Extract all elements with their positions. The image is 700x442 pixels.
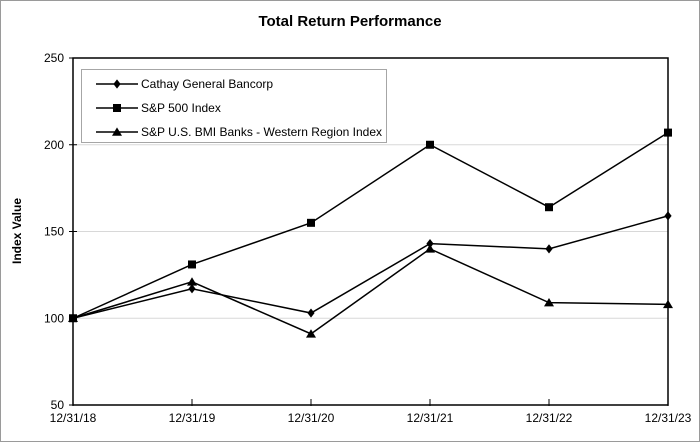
y-tick-label: 200 <box>44 138 64 152</box>
legend-item-cathay-general-bancorp: Cathay General Bancorp <box>96 72 386 96</box>
y-tick-label: 50 <box>51 398 65 412</box>
x-tick-label: 12/31/18 <box>50 411 97 425</box>
series-s-p-500-index <box>69 128 672 323</box>
diamond-marker <box>113 79 121 89</box>
series-cathay-general-bancorp <box>69 211 672 323</box>
series-line-s-p-u-s-bmi-banks-western-region-index <box>72 247 669 335</box>
x-tick-label: 12/31/22 <box>526 411 573 425</box>
triangle-marker <box>306 329 316 338</box>
triangle-marker <box>663 299 673 309</box>
triangle-marker <box>112 127 122 136</box>
legend-label: Cathay General Bancorp <box>141 77 274 91</box>
square-marker <box>188 260 196 269</box>
diamond-marker-icon <box>96 79 138 89</box>
square-marker <box>113 104 121 112</box>
diamond-marker <box>188 284 196 294</box>
legend-label: S&P U.S. BMI Banks - Western Region Inde… <box>141 125 382 139</box>
diamond-marker <box>664 211 672 221</box>
x-tick-label: 12/31/20 <box>288 411 335 425</box>
legend: Cathay General Bancorp S&P 500 Index S&P U… <box>81 69 387 143</box>
series-line-cathay-general-bancorp <box>72 215 669 319</box>
square-marker <box>69 314 77 323</box>
square-marker-icon <box>96 104 138 112</box>
triangle-marker-icon <box>96 127 138 136</box>
series-line-s-p-500-index <box>72 131 669 319</box>
triangle-marker <box>187 277 197 286</box>
square-marker <box>664 128 672 137</box>
chart-title: Total Return Performance <box>258 13 442 30</box>
diamond-marker <box>426 239 434 249</box>
square-marker <box>545 203 553 212</box>
legend-item-s-p-500-index: S&P 500 Index <box>96 96 386 120</box>
x-tick-label: 12/31/21 <box>407 411 454 425</box>
y-tick-label: 150 <box>44 225 64 239</box>
y-tick-label: 100 <box>44 311 64 325</box>
diamond-marker <box>307 308 315 318</box>
x-tick-label: 12/31/19 <box>169 411 216 425</box>
y-tick-label: 250 <box>44 51 64 65</box>
legend-label: S&P 500 Index <box>141 101 221 115</box>
x-tick-label: 12/31/23 <box>645 411 692 425</box>
triangle-marker <box>544 298 554 307</box>
square-marker <box>307 218 315 227</box>
triangle-marker <box>425 244 435 253</box>
legend-item-s-p-u-s-bmi-banks-western-region-index: S&P U.S. BMI Banks - Western Region Inde… <box>96 120 386 144</box>
square-marker <box>426 140 434 149</box>
diamond-marker <box>545 244 553 254</box>
series-s-p-u-s-bmi-banks-western-region-index <box>68 244 673 338</box>
